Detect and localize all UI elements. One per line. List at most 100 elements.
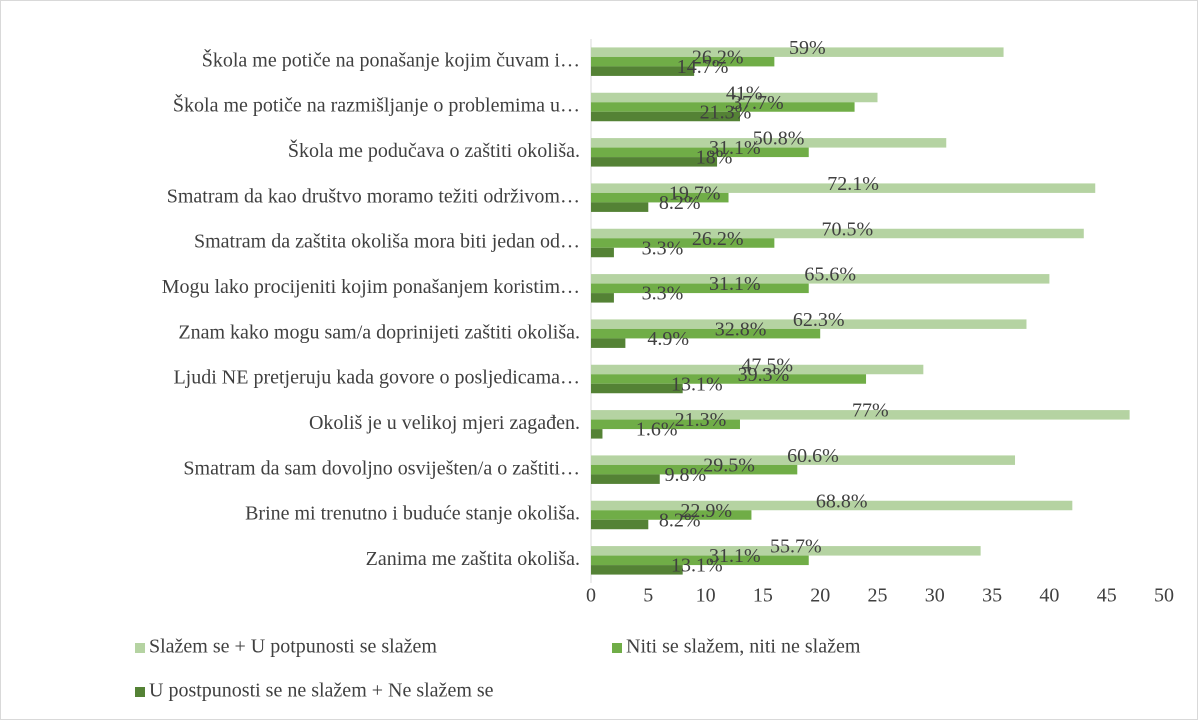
data-label: 8.2% bbox=[659, 509, 701, 531]
data-label: 26.2% bbox=[692, 228, 744, 250]
bar bbox=[591, 519, 649, 530]
data-label: 3.3% bbox=[642, 283, 684, 305]
data-label: 8.2% bbox=[659, 192, 701, 214]
data-label: 3.3% bbox=[642, 237, 684, 259]
data-label: 77% bbox=[852, 400, 889, 422]
bar bbox=[591, 138, 947, 148]
data-label: 37.7% bbox=[732, 92, 784, 114]
bar bbox=[591, 274, 1050, 284]
bar bbox=[591, 410, 1130, 420]
legend-label: Niti se slažem, niti ne slažem bbox=[626, 636, 861, 658]
bar bbox=[591, 56, 775, 67]
x-tick-label: 5 bbox=[643, 585, 653, 607]
x-tick-label: 10 bbox=[696, 585, 716, 607]
data-label: 21.3% bbox=[675, 409, 727, 431]
bar bbox=[591, 47, 1004, 57]
bar bbox=[591, 238, 775, 248]
bar bbox=[591, 419, 740, 430]
data-label: 55.7% bbox=[770, 536, 822, 558]
bar bbox=[591, 202, 649, 212]
data-label: 19.7% bbox=[669, 183, 721, 205]
bar bbox=[591, 555, 809, 566]
bar bbox=[591, 565, 683, 575]
bar bbox=[591, 247, 614, 258]
category-label: Zanima me zaštita okoliša. bbox=[366, 548, 580, 570]
category-label: Znam kako mogu sam/a doprinijeti zaštiti… bbox=[178, 321, 580, 343]
legend-swatch bbox=[612, 643, 622, 653]
data-label: 70.5% bbox=[822, 218, 874, 240]
x-tick-label: 30 bbox=[925, 585, 945, 607]
bar bbox=[591, 111, 740, 122]
x-tick-label: 0 bbox=[586, 585, 596, 607]
category-label: Smatram da zaštita okoliša mora biti jed… bbox=[194, 231, 580, 253]
data-label: 47.5% bbox=[741, 354, 793, 376]
legend-swatch bbox=[135, 643, 145, 653]
bar bbox=[591, 429, 603, 439]
data-label: 60.6% bbox=[787, 445, 839, 467]
bar bbox=[591, 546, 981, 556]
bar bbox=[591, 283, 809, 294]
category-label: Smatram da kao društvo moramo težiti odr… bbox=[167, 185, 580, 207]
bar bbox=[591, 102, 855, 112]
bar bbox=[591, 328, 821, 339]
bar bbox=[591, 338, 626, 348]
category-label: Škola me potiče na razmišljanje o proble… bbox=[173, 93, 580, 117]
bar bbox=[591, 147, 809, 158]
legend-label: Slažem se + U potpunosti se slažem bbox=[149, 636, 437, 658]
data-label: 22.9% bbox=[680, 500, 732, 522]
data-label: 65.6% bbox=[804, 264, 856, 286]
bar bbox=[591, 92, 878, 103]
bar bbox=[591, 500, 1073, 511]
bar bbox=[591, 474, 660, 484]
bar bbox=[591, 374, 867, 384]
category-label: Smatram da sam dovoljno osviješten/a o z… bbox=[183, 457, 580, 479]
data-label: 29.5% bbox=[703, 455, 755, 477]
data-label: 18% bbox=[696, 147, 733, 169]
bar bbox=[591, 319, 1027, 329]
data-label: 41% bbox=[726, 82, 763, 104]
bar bbox=[591, 364, 924, 375]
data-label: 21.3% bbox=[700, 101, 752, 123]
data-label: 13.1% bbox=[671, 555, 723, 577]
bar bbox=[591, 228, 1084, 239]
data-label: 9.8% bbox=[665, 464, 707, 486]
data-label: 26.2% bbox=[692, 47, 744, 69]
data-label: 39.3% bbox=[738, 364, 790, 386]
bar bbox=[591, 293, 614, 303]
data-label: 14.7% bbox=[677, 56, 729, 78]
bar bbox=[591, 383, 683, 394]
x-tick-label: 25 bbox=[868, 585, 888, 607]
bar bbox=[591, 464, 798, 475]
x-tick-label: 15 bbox=[753, 585, 773, 607]
bar bbox=[591, 66, 695, 76]
data-label: 59% bbox=[789, 37, 826, 59]
data-label: 62.3% bbox=[793, 309, 845, 331]
data-label: 50.8% bbox=[753, 128, 805, 150]
category-label: Škola me potiče na ponašanje kojim čuvam… bbox=[202, 47, 580, 71]
x-tick-label: 35 bbox=[982, 585, 1002, 607]
legend-swatch bbox=[135, 687, 145, 697]
data-label: 31.1% bbox=[709, 545, 761, 567]
x-tick-label: 20 bbox=[810, 585, 830, 607]
bar bbox=[591, 183, 1096, 193]
x-tick-label: 40 bbox=[1039, 585, 1059, 607]
category-label: Mogu lako procijeniti kojim ponašanjem k… bbox=[162, 276, 580, 298]
bar bbox=[591, 157, 718, 167]
bar bbox=[591, 510, 752, 520]
category-label: Okoliš je u velikoj mjeri zagađen. bbox=[309, 412, 580, 434]
data-label: 72.1% bbox=[827, 173, 879, 195]
category-label: Brine mi trenutno i buduće stanje okoliš… bbox=[245, 503, 580, 525]
category-label: Škola me podučava o zaštiti okoliša. bbox=[288, 138, 580, 162]
legend-label: U postpunosti se ne slažem + Ne slažem s… bbox=[149, 680, 494, 702]
data-label: 32.8% bbox=[715, 319, 767, 341]
data-label: 4.9% bbox=[647, 328, 689, 350]
category-label: Ljudi NE pretjeruju kada govore o poslje… bbox=[173, 367, 580, 389]
data-label: 1.6% bbox=[636, 419, 678, 441]
bar bbox=[591, 455, 1016, 465]
data-label: 31.1% bbox=[709, 137, 761, 159]
data-label: 31.1% bbox=[709, 273, 761, 295]
data-label: 13.1% bbox=[671, 373, 723, 395]
bar bbox=[591, 192, 729, 203]
data-label: 68.8% bbox=[816, 490, 868, 512]
